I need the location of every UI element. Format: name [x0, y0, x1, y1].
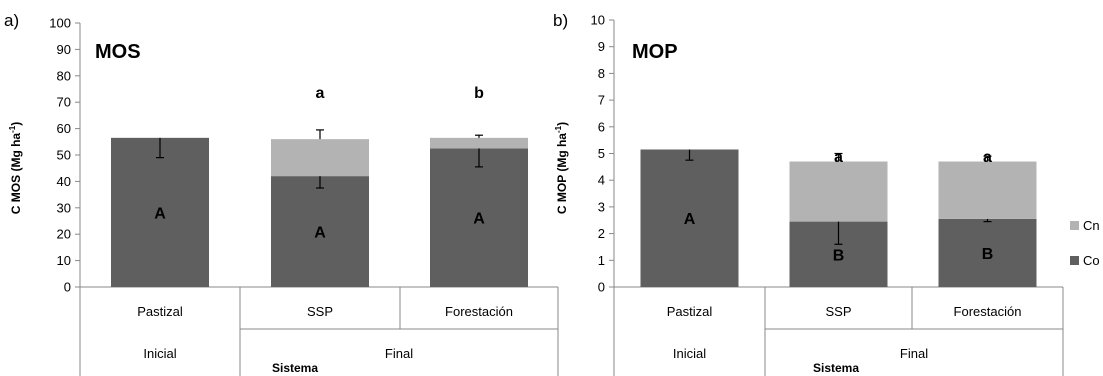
y-tick-label: 8: [598, 66, 605, 81]
y-tick-label: 40: [57, 174, 71, 189]
bar-cn: [938, 161, 1037, 219]
bar-co: [271, 176, 369, 287]
y-tick-label: 20: [57, 227, 71, 242]
y-tick-label: 3: [598, 199, 605, 214]
x-axis-title: Sistema: [813, 361, 859, 375]
y-tick-label: 0: [64, 280, 71, 295]
chart-title: MOP: [632, 41, 678, 63]
bar-cn: [430, 137, 528, 149]
y-tick-label: 0: [598, 280, 605, 295]
y-tick-label: 30: [57, 200, 71, 215]
y-tick-label: 50: [57, 148, 71, 163]
plot-area: 0 1 2 3 4 5 6 7 8 9 10 Pastizal SSP Forestación Inicia…: [591, 13, 1064, 376]
bar-letter: B: [833, 247, 845, 264]
bar-co: [111, 137, 209, 287]
bar-cn: [271, 139, 369, 177]
y-tick-label: 1: [598, 253, 605, 268]
bar-letter: B: [982, 246, 994, 263]
y-tick-label: 6: [598, 119, 605, 134]
legend-swatch-co: [1070, 256, 1079, 265]
significance-letter: b: [474, 85, 484, 102]
panel-label: a): [4, 11, 19, 30]
y-tick-label: 5: [598, 146, 605, 161]
y-tick-label: 10: [591, 13, 605, 28]
legend: Cn Co: [1070, 218, 1100, 268]
y-tick-label: 9: [598, 39, 605, 54]
category-label: Pastizal: [137, 304, 183, 319]
legend-swatch-cn: [1070, 221, 1079, 230]
y-tick-label: 2: [598, 226, 605, 241]
bar-co: [640, 149, 739, 287]
y-tick-label: 10: [57, 253, 71, 268]
bar-letter: A: [473, 211, 485, 228]
bar-co: [430, 148, 528, 287]
legend-label-co: Co: [1083, 253, 1100, 268]
y-tick-label: 7: [598, 93, 605, 108]
panel-label: b): [553, 11, 568, 30]
y-tick-label: 60: [57, 121, 71, 136]
group-label: Inicial: [143, 346, 176, 361]
significance-letter: a: [316, 85, 325, 102]
category-label: Forestación: [445, 304, 513, 319]
bar-letter: A: [154, 205, 166, 222]
bar-letter: A: [314, 225, 326, 242]
category-label: SSP: [307, 304, 333, 319]
chart-panel-mos: a) MOS C MOS (Mg ha-1) Sistema 0 10 20 30 40…: [4, 11, 559, 376]
y-tick-label: 100: [49, 16, 71, 31]
y-tick-label: 4: [598, 173, 605, 188]
y-axis-label: C MOS (Mg ha-1): [8, 122, 23, 214]
bar-co: [938, 218, 1037, 287]
y-tick-label: 70: [57, 95, 71, 110]
group-label: Inicial: [673, 346, 706, 361]
bar-letter: A: [684, 211, 696, 228]
significance-letter: a: [834, 149, 843, 166]
chart-title: MOS: [95, 41, 141, 63]
group-label: Final: [900, 346, 928, 361]
plot-area: 0 10 20 30 40 50 60 70 80 90 100 Pastizal SSP Foresta…: [49, 16, 559, 376]
x-axis-title: Sistema: [272, 361, 318, 375]
y-tick-label: 90: [57, 42, 71, 57]
category-label: SSP: [825, 304, 851, 319]
category-label: Pastizal: [667, 304, 713, 319]
chart-panel-mop: b) MOP C MOP (Mg ha-1) Sistema 0 1 2 3 4 5 6 7 8…: [553, 11, 1064, 376]
significance-letter: a: [983, 149, 992, 166]
legend-label-cn: Cn: [1083, 218, 1100, 233]
y-tick-label: 80: [57, 68, 71, 83]
y-axis-label: C MOP (Mg ha-1): [554, 122, 569, 214]
category-label: Forestación: [954, 304, 1022, 319]
group-label: Final: [385, 346, 413, 361]
bar-cn: [789, 161, 888, 222]
